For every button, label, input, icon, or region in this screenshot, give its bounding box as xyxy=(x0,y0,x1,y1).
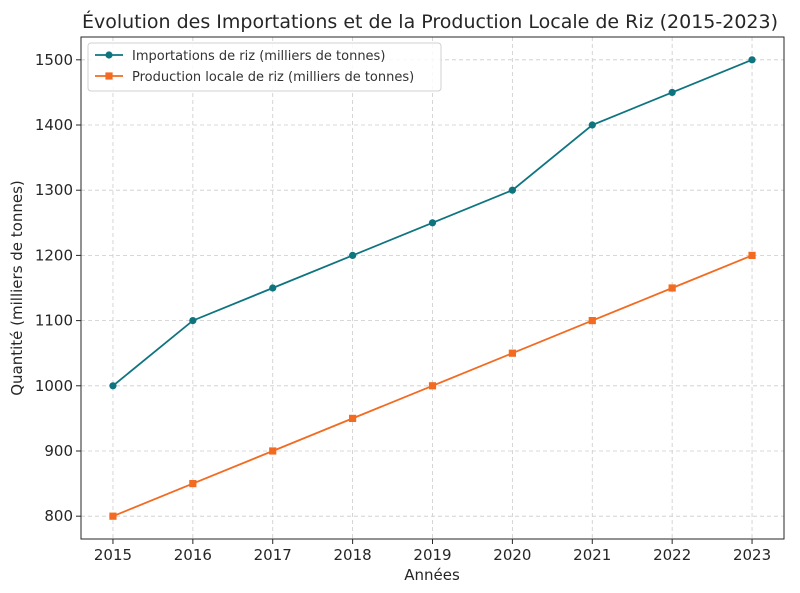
y-axis-label: Quantité (milliers de tonnes) xyxy=(8,180,26,396)
x-tick-label: 2023 xyxy=(733,546,771,564)
data-point xyxy=(668,88,676,97)
y-tick-label: 1100 xyxy=(35,312,73,330)
series-2 xyxy=(109,251,756,520)
data-point xyxy=(428,219,437,227)
series-layer xyxy=(109,56,756,520)
data-point xyxy=(349,414,357,422)
data-point xyxy=(109,382,117,390)
y-tick-label: 900 xyxy=(44,442,73,460)
data-point xyxy=(748,56,756,64)
data-point xyxy=(508,349,516,357)
data-point xyxy=(269,447,277,455)
x-tick-label: 2022 xyxy=(653,546,691,564)
legend-label: Production locale de riz (milliers de to… xyxy=(132,70,414,85)
legend-marker xyxy=(105,72,113,80)
chart-title: Évolution des Importations et de la Prod… xyxy=(82,10,778,33)
y-tick-label: 1000 xyxy=(35,377,73,395)
data-point xyxy=(508,186,516,194)
y-tick-label: 1200 xyxy=(35,246,73,264)
x-tick-label: 2015 xyxy=(94,546,132,564)
y-tick-label: 800 xyxy=(44,507,73,525)
data-point xyxy=(109,512,117,520)
data-point xyxy=(588,316,596,325)
legend-label: Importations de riz (milliers de tonnes) xyxy=(132,49,385,64)
x-tick-label: 2019 xyxy=(413,546,451,564)
data-point xyxy=(189,316,197,325)
data-point xyxy=(349,251,357,260)
plot-frame xyxy=(80,36,785,540)
data-point xyxy=(189,479,197,488)
data-point xyxy=(428,382,437,390)
x-tick-label: 2021 xyxy=(573,546,611,564)
tick-layer: 2015 2016 2017 2018 2019 2020 2021 2022 2023 800 9… xyxy=(35,51,771,564)
legend-marker xyxy=(105,51,113,59)
data-point xyxy=(748,251,756,260)
legend: Importations de riz (milliers de tonnes)… xyxy=(87,42,442,92)
y-tick-label: 1400 xyxy=(35,116,73,134)
data-point xyxy=(269,284,277,292)
x-axis-label: Années xyxy=(404,566,460,584)
grid-layer xyxy=(81,37,784,539)
x-tick-label: 2018 xyxy=(334,546,372,564)
legend-box xyxy=(87,42,442,92)
y-tick-label: 1500 xyxy=(35,51,73,69)
data-point xyxy=(588,121,596,129)
x-tick-label: 2020 xyxy=(493,546,531,564)
x-tick-label: 2016 xyxy=(174,546,212,564)
data-point xyxy=(668,284,676,292)
y-tick-label: 1300 xyxy=(35,181,73,199)
x-tick-label: 2017 xyxy=(254,546,292,564)
series-1 xyxy=(109,56,756,390)
